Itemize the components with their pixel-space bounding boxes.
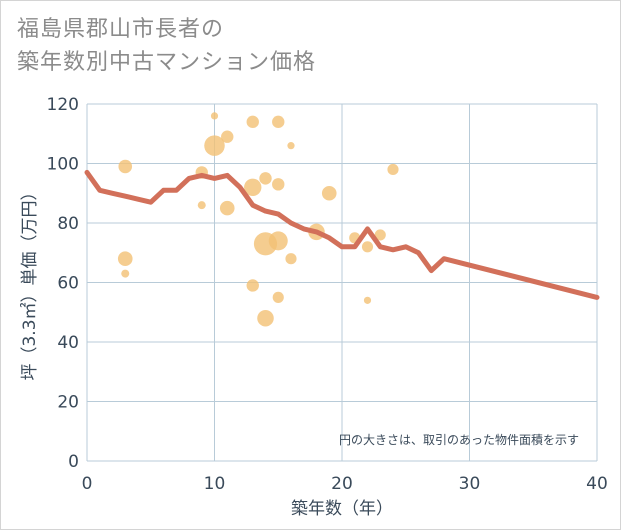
bubble-24 xyxy=(361,241,374,253)
title-line-2: 築年数別中古マンション価格 xyxy=(17,50,317,75)
y-tick-label-0: 0 xyxy=(68,452,79,472)
bubble-16 xyxy=(272,178,285,191)
y-tick-label-4: 80 xyxy=(57,214,79,234)
x-tick-label-0: 0 xyxy=(82,474,93,494)
title-line-1: 福島県郡山市長者の xyxy=(17,17,225,42)
bubble-19 xyxy=(287,142,295,150)
bubble-12 xyxy=(259,172,272,185)
bubble-4 xyxy=(197,201,206,210)
bubble-15 xyxy=(272,115,285,129)
x-tick-label-3: 30 xyxy=(459,474,481,494)
chart-title: 福島県郡山市長者の 築年数別中古マンション価格 xyxy=(17,13,316,79)
bubble-size-note: 円の大きさは、取引のあった物件面積を示す xyxy=(339,432,579,447)
y-tick-label-3: 60 xyxy=(57,274,79,294)
bubble-18 xyxy=(272,291,284,303)
bubble-layer xyxy=(117,112,399,327)
y-tick-label-1: 20 xyxy=(57,393,79,413)
y-tick-label-2: 40 xyxy=(57,333,79,353)
average-line-layer xyxy=(84,169,600,300)
bubble-9 xyxy=(246,115,259,129)
x-tick-label-1: 10 xyxy=(204,474,226,494)
x-tick-label-2: 20 xyxy=(331,474,353,494)
tick-labels: 0 10 20 30 40 0 20 40 60 80 100 120 xyxy=(47,95,608,494)
bubble-10 xyxy=(244,178,262,196)
bubble-11 xyxy=(246,279,259,292)
bubble-17 xyxy=(268,231,288,251)
bubble-1 xyxy=(117,251,133,267)
bubble-2 xyxy=(121,269,130,278)
bubble-22 xyxy=(321,185,337,201)
bubble-0 xyxy=(118,159,133,174)
bubble-5 xyxy=(210,112,219,120)
x-axis-label: 築年数（年） xyxy=(291,499,393,519)
grid-lines xyxy=(86,103,598,462)
bubble-7 xyxy=(221,130,234,143)
x-tick-label-4: 40 xyxy=(586,474,608,494)
average-line-0 xyxy=(84,169,600,300)
bubble-8 xyxy=(219,200,235,216)
bubble-26 xyxy=(374,229,386,241)
bubble-6 xyxy=(204,135,225,156)
bubble-14 xyxy=(257,309,274,327)
y-tick-label-6: 120 xyxy=(47,95,79,115)
y-tick-label-5: 100 xyxy=(47,155,79,175)
bubble-25 xyxy=(363,296,372,304)
bubble-20 xyxy=(285,253,297,265)
y-axis-label: 坪（3.3㎡）単価（万円） xyxy=(20,183,40,380)
bubble-27 xyxy=(387,163,399,176)
